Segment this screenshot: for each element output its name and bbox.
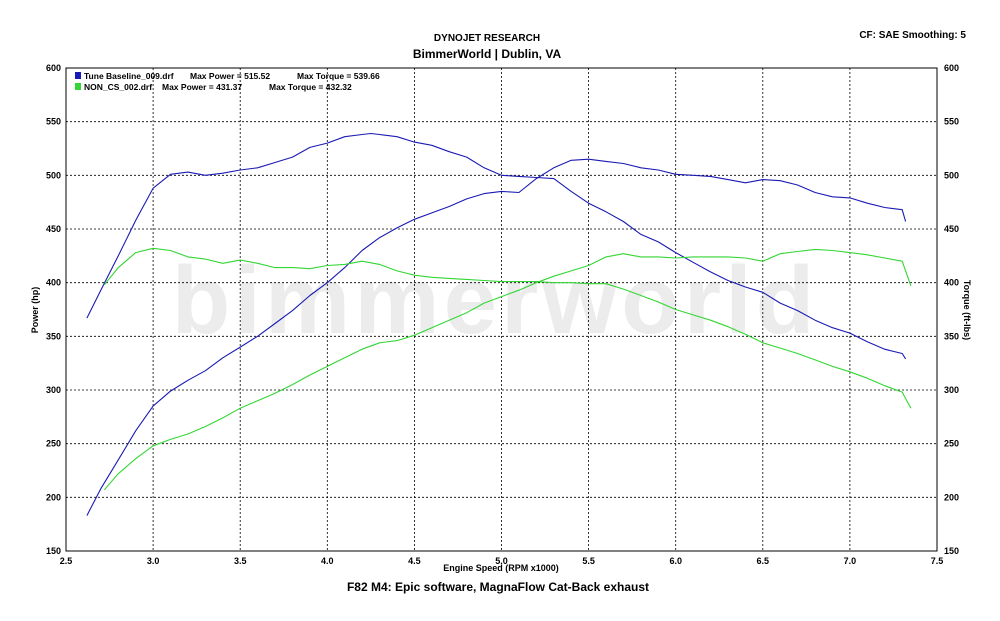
- y-tick-label: 200: [46, 492, 61, 502]
- chart-header-shop: BimmerWorld | Dublin, VA: [413, 47, 562, 61]
- x-tick-label: 4.0: [321, 556, 334, 566]
- y-tick-label: 150: [46, 546, 61, 556]
- y2-tick-label: 550: [944, 117, 959, 127]
- y2-axis-label: Torque (ft-lbs): [962, 280, 972, 340]
- y2-tick-label: 200: [944, 492, 959, 502]
- watermark-logo: bimmerworld: [172, 247, 819, 354]
- legend-power-baseline: Max Power = 515.52: [190, 71, 270, 81]
- legend-run-noncs: NON_CS_002.drf: [84, 82, 152, 92]
- y-tick-label: 300: [46, 385, 61, 395]
- y2-tick-label: 450: [944, 224, 959, 234]
- y-axis-label: Power (hp): [30, 287, 40, 334]
- y2-tick-label: 500: [944, 170, 959, 180]
- series-line-torque: [86, 132, 907, 360]
- legend-torque-noncs: Max Torque = 432.32: [269, 82, 352, 92]
- chart-caption: F82 M4: Epic software, MagnaFlow Cat-Bac…: [347, 580, 649, 594]
- x-tick-label: 5.5: [582, 556, 595, 566]
- chart-series: [86, 132, 912, 516]
- y2-tick-label: 300: [944, 385, 959, 395]
- chart-header-company: DYNOJET RESEARCH: [434, 33, 540, 44]
- y-tick-label: 450: [46, 224, 61, 234]
- x-axis-label: Engine Speed (RPM x1000): [443, 563, 559, 573]
- x-tick-label: 7.0: [844, 556, 857, 566]
- x-tick-label: 4.5: [408, 556, 421, 566]
- legend-run-baseline: Tune Baseline_009.drf: [84, 71, 174, 81]
- legend-swatch-baseline: [75, 72, 81, 79]
- legend-torque-baseline: Max Torque = 539.66: [297, 71, 380, 81]
- x-tick-label: 3.0: [147, 556, 160, 566]
- y2-tick-label: 600: [944, 63, 959, 73]
- chart-header-settings: CF: SAE Smoothing: 5: [859, 30, 966, 41]
- y-tick-label: 250: [46, 439, 61, 449]
- x-tick-label: 5.0: [495, 556, 508, 566]
- series-line-power: [103, 248, 912, 491]
- y-tick-label: 600: [46, 63, 61, 73]
- x-tick-label: 7.5: [931, 556, 944, 566]
- y-tick-label: 400: [46, 278, 61, 288]
- plot-frame: [65, 67, 938, 552]
- y2-tick-label: 250: [944, 439, 959, 449]
- series-line-power: [86, 158, 907, 516]
- x-tick-label: 3.5: [234, 556, 247, 566]
- legend: Tune Baseline_009.drf Max Power = 515.52…: [75, 71, 380, 92]
- y2-tick-label: 150: [944, 546, 959, 556]
- legend-power-noncs: Max Power = 431.37: [162, 82, 242, 92]
- x-tick-label: 2.5: [60, 556, 73, 566]
- y-tick-label: 550: [46, 117, 61, 127]
- y-tick-label: 350: [46, 331, 61, 341]
- legend-swatch-noncs: [75, 83, 81, 90]
- y2-tick-label: 350: [944, 331, 959, 341]
- series-line-torque: [103, 247, 912, 409]
- y-tick-label: 500: [46, 170, 61, 180]
- y2-tick-label: 400: [944, 278, 959, 288]
- x-tick-label: 6.0: [669, 556, 682, 566]
- x-tick-label: 6.5: [757, 556, 770, 566]
